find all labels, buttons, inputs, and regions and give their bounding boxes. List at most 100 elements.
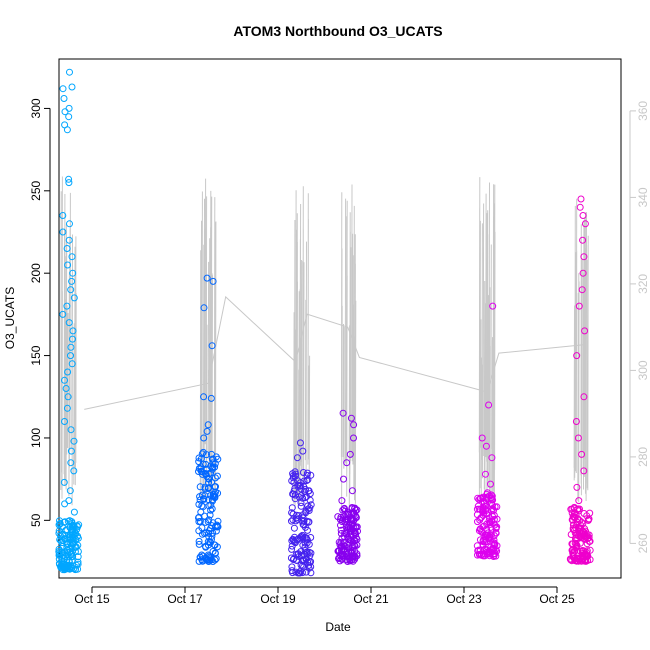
data-point [343,541,351,549]
data-point [64,565,72,573]
data-point [68,360,76,368]
data-point [69,327,77,335]
data-point [198,524,206,532]
data-point [299,447,307,455]
data-point [300,517,308,525]
data-point [350,421,358,429]
data-point [486,533,494,541]
data-point [584,516,592,524]
data-point [576,524,584,532]
data-point [69,269,77,277]
data-point [297,502,305,510]
data-point [200,434,208,442]
data-point [65,179,73,187]
left-tick-label: 200 [29,263,43,283]
data-point [291,533,298,541]
data-point [211,474,219,482]
data-point [478,434,486,442]
data-point [198,502,206,510]
altitude-profile [340,184,357,508]
data-point [338,497,346,505]
data-point [65,561,73,569]
bottom-tick-label: Oct 15 [74,592,110,606]
bottom-tick-label: Oct 19 [260,592,296,606]
bottom-tick-label: Oct 21 [353,592,389,606]
data-point [573,483,581,491]
data-point [208,342,216,350]
data-point [479,493,487,501]
data-point [70,508,78,516]
data-point [573,352,581,360]
right-tick-label: 360 [636,101,650,121]
data-point [212,555,220,563]
data-point [474,547,482,555]
data-point [479,542,487,550]
right-tick-label: 320 [636,274,650,294]
o3-points [55,68,594,577]
altitude-profile [573,198,589,503]
data-point [289,535,297,543]
data-point [289,510,297,518]
data-point [300,556,308,564]
data-point [209,277,217,285]
data-point [577,534,585,542]
data-point [67,459,75,467]
data-point [351,529,359,537]
data-point [59,228,67,236]
data-point [209,548,217,555]
data-point [197,463,205,471]
data-point [304,469,311,477]
data-point [196,518,204,525]
data-point [57,537,65,545]
data-point [570,509,578,517]
data-point [205,479,212,487]
data-point [201,483,209,491]
data-point [208,522,216,530]
data-point [302,507,310,515]
data-point [67,352,74,360]
data-point [305,487,313,495]
data-point [56,520,64,528]
data-point [580,253,588,261]
data-point [63,245,71,252]
data-point [579,236,587,244]
data-point [574,515,582,523]
data-point [299,521,307,528]
data-point [353,550,361,558]
chart-title: ATOM3 Northbound O3_UCATS [233,23,442,39]
data-point [212,527,220,535]
data-point [196,483,204,491]
left-axis: 50 100 150 200 250 300 [29,98,51,527]
data-point [569,516,577,524]
data-point [482,442,490,450]
data-point [346,450,354,458]
data-point [290,537,298,544]
data-point [492,524,500,532]
data-point [483,489,491,497]
bottom-axis: Oct 15 Oct 17 Oct 19 Oct 21 Oct 23 Oct 25 [74,586,575,606]
data-point [61,376,68,384]
data-point [307,501,315,509]
data-point [61,418,68,425]
data-point [67,447,75,455]
data-point [571,539,579,547]
data-point [195,540,203,548]
right-axis: 260 280 300 320 340 360 [629,101,650,553]
data-point [297,499,305,507]
right-tick-label: 300 [636,360,650,380]
data-point [200,393,208,401]
data-point [67,535,75,543]
data-point [197,467,205,475]
data-point [570,503,578,511]
data-point [305,518,313,526]
data-point [65,497,73,505]
data-point [64,261,72,269]
data-point [567,556,575,564]
data-point [585,538,593,545]
data-point [291,491,299,499]
data-point [66,220,73,228]
data-point [68,253,76,261]
data-point [66,487,74,495]
data-point [303,477,311,484]
